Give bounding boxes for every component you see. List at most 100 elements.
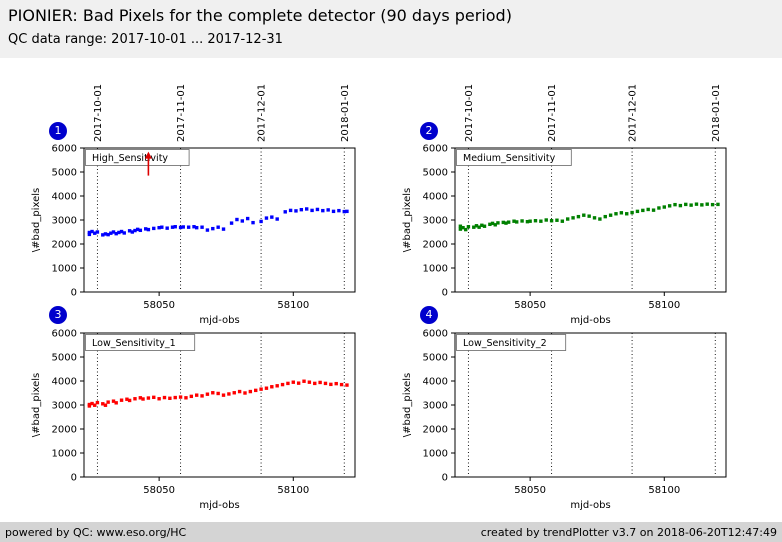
data-point — [135, 227, 140, 232]
data-point — [157, 397, 161, 401]
data-point — [705, 202, 709, 206]
data-point — [152, 395, 156, 400]
date-tick-label: 2017-10-01 — [464, 84, 475, 142]
data-point — [283, 210, 287, 214]
data-point — [146, 227, 151, 232]
data-point — [571, 216, 575, 220]
data-point — [170, 225, 175, 229]
x-tick-label: 58050 — [143, 300, 175, 311]
data-point — [582, 213, 586, 217]
y-axis-label: \#bad_pixels — [31, 188, 42, 252]
chart-panel-high-sensitivity: 2017-10-01 2017-11-01 2017-12-01 2018-01-01… — [0, 62, 391, 328]
plot-border — [83, 147, 356, 293]
data-point — [173, 395, 177, 400]
footer-powered-by: powered by QC: www.eso.org/HC — [5, 525, 187, 539]
data-point — [248, 389, 253, 394]
data-point — [472, 225, 476, 229]
data-point — [270, 215, 274, 219]
data-point — [106, 232, 110, 237]
y-axis-label: \#bad_pixels — [31, 373, 42, 437]
y-axis-label: \#bad_pixels — [402, 373, 413, 437]
chart-panel-low-sensitivity-1: 0 1000 2000 3000 4000 5000 6000 58050 58100 Low_S… — [0, 322, 391, 512]
data-point — [339, 382, 344, 387]
data-point — [315, 207, 320, 212]
qc-data-range: QC data range: 2017-10-01 ... 2017-12-31 — [8, 32, 283, 47]
data-point — [544, 218, 548, 222]
legend-box — [85, 149, 190, 166]
data-point — [651, 208, 656, 212]
y-tick-label: 3000 — [52, 216, 77, 227]
data-point — [259, 219, 263, 224]
data-point — [101, 402, 105, 406]
data-point — [528, 219, 532, 223]
data-point — [662, 205, 666, 209]
data-point — [127, 229, 132, 233]
data-point — [178, 225, 183, 230]
data-point — [458, 224, 463, 228]
data-point — [474, 224, 479, 228]
legend-box — [85, 334, 196, 351]
data-point — [345, 209, 349, 214]
data-point — [264, 216, 269, 220]
data-point — [275, 217, 279, 221]
data-point — [657, 206, 661, 210]
data-point — [342, 209, 346, 214]
data-point — [496, 221, 500, 225]
data-point — [157, 225, 161, 230]
data-point — [211, 226, 215, 231]
data-point — [716, 202, 720, 207]
plot-border — [83, 332, 356, 478]
data-point — [608, 213, 613, 217]
data-point — [565, 217, 570, 221]
data-point — [461, 225, 465, 230]
data-point — [114, 401, 118, 405]
data-point — [87, 230, 92, 235]
plot-border — [454, 147, 727, 293]
date-tick-label: 2017-12-01 — [628, 84, 639, 142]
data-point — [667, 204, 672, 208]
y-tick-label: 0 — [71, 288, 77, 299]
data-point — [710, 202, 715, 207]
data-point — [619, 211, 624, 215]
data-point — [178, 395, 183, 399]
data-point — [141, 397, 145, 401]
data-point — [480, 223, 484, 227]
data-point — [200, 225, 204, 229]
chart-panel-medium-sensitivity: 2017-10-01 2017-11-01 2017-12-01 2018-01-01… — [391, 62, 782, 328]
data-point — [458, 227, 463, 231]
y-tick-label: 4000 — [52, 377, 77, 388]
x-tick-label: 58100 — [648, 485, 680, 496]
data-point — [227, 392, 231, 396]
y-tick-label: 0 — [442, 473, 448, 484]
plot-area — [455, 333, 726, 477]
data-point — [221, 393, 226, 397]
data-point — [464, 227, 468, 232]
data-point — [162, 395, 167, 400]
x-tick-label: 58100 — [648, 300, 680, 311]
x-axis-label: mjd-obs — [570, 500, 610, 511]
y-tick-label: 6000 — [423, 329, 448, 340]
data-point — [192, 225, 196, 229]
header: PIONIER: Bad Pixels for the complete det… — [0, 0, 782, 58]
date-tick-label: 2017-11-01 — [547, 84, 558, 142]
data-point — [127, 398, 132, 403]
date-tick-label: 2018-01-01 — [340, 84, 351, 142]
data-point — [635, 209, 640, 214]
y-tick-label: 3000 — [423, 401, 448, 412]
data-point — [229, 221, 234, 225]
data-point — [345, 383, 349, 387]
data-point — [232, 391, 236, 395]
data-point — [216, 225, 220, 229]
data-point — [111, 230, 116, 234]
data-point — [598, 217, 602, 221]
data-point — [103, 232, 108, 236]
data-point — [270, 385, 274, 389]
data-point — [93, 231, 97, 235]
data-point — [144, 227, 148, 231]
legend-label: Low_Sensitivity_1 — [92, 338, 176, 349]
data-point — [560, 219, 565, 223]
panel-1-badge: 1 — [49, 122, 67, 140]
legend-label: Low_Sensitivity_2 — [463, 338, 547, 349]
data-point — [329, 382, 333, 387]
data-point — [133, 228, 137, 233]
